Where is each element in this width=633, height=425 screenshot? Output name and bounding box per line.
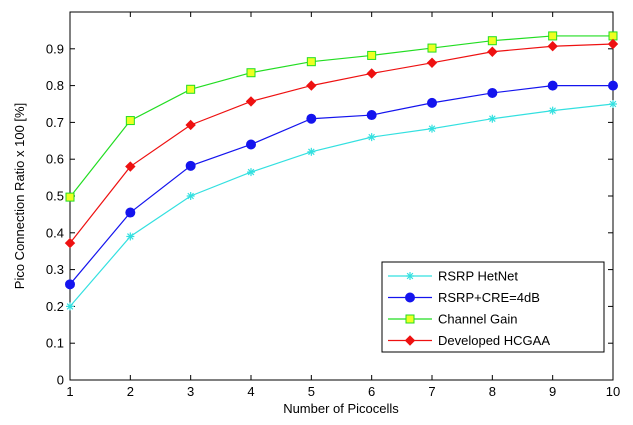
diamond-marker <box>366 68 377 79</box>
y-tick-label: 0.2 <box>46 299 64 314</box>
asterisk-marker <box>428 124 436 133</box>
diamond-marker <box>185 119 196 131</box>
y-axis-label: Pico Connection Ratio x 100 [%] <box>12 103 27 289</box>
asterisk-marker <box>367 133 376 142</box>
y-tick-label: 0.7 <box>46 115 64 130</box>
asterisk-marker <box>488 114 497 123</box>
axis-ticks: 1 2 3 4 5 6 7 8 9 10 0 0.1 0.2 0.3 0.4 0.5 0.6 0.7 0.8 0.9 <box>46 12 620 399</box>
y-tick-label: 0.9 <box>46 41 64 56</box>
square-marker <box>186 84 196 94</box>
square-marker <box>487 36 497 46</box>
x-tick-label: 4 <box>247 384 254 399</box>
asterisk-marker <box>548 106 557 115</box>
circle-marker <box>366 110 377 121</box>
x-tick-label: 3 <box>187 384 194 399</box>
x-tick-label: 5 <box>308 384 315 399</box>
legend-label: Channel Gain <box>438 312 518 327</box>
diamond-marker <box>607 38 619 50</box>
asterisk-marker <box>307 147 316 156</box>
circle-marker <box>405 292 415 303</box>
legend-label: RSRP+CRE=4dB <box>438 290 540 305</box>
square-marker <box>65 192 75 202</box>
x-tick-label: 2 <box>127 384 134 399</box>
circle-marker <box>487 87 498 98</box>
x-tick-label: 9 <box>549 384 556 399</box>
asterisk-marker <box>247 168 255 177</box>
series-line <box>69 43 614 244</box>
diamond-marker <box>404 335 416 346</box>
square-marker <box>246 68 256 78</box>
legend-label: RSRP HetNet <box>438 269 518 284</box>
square-marker <box>306 57 316 67</box>
y-tick-label: 0.4 <box>46 225 64 240</box>
square-marker <box>608 31 618 41</box>
y-tick-label: 0.8 <box>46 78 64 93</box>
diamond-marker <box>245 96 257 107</box>
circle-marker <box>547 80 558 91</box>
series-line <box>69 35 613 198</box>
diamond-marker <box>487 46 498 57</box>
circle-marker <box>427 97 437 108</box>
y-tick-label: 0.1 <box>46 336 64 351</box>
x-tick-label: 8 <box>489 384 496 399</box>
circle-marker <box>185 160 196 171</box>
square-marker <box>367 50 377 60</box>
legend: RSRP HetNet RSRP+CRE=4dB Channel Gain Devel… <box>381 261 605 353</box>
asterisk-marker <box>609 100 617 108</box>
square-marker <box>427 43 437 53</box>
x-tick-label: 1 <box>66 384 73 399</box>
legend-box <box>381 261 605 353</box>
x-tick-label: 7 <box>428 384 435 399</box>
x-tick-label: 10 <box>606 384 620 399</box>
x-axis-label: Number of Picocells <box>283 401 399 416</box>
series-line <box>69 84 613 285</box>
diamond-marker <box>125 161 136 172</box>
square-marker <box>125 116 135 126</box>
circle-marker <box>246 139 256 150</box>
circle-marker <box>65 279 75 290</box>
circle-marker <box>306 113 317 124</box>
asterisk-marker <box>186 192 195 200</box>
asterisk-marker <box>126 232 135 241</box>
y-tick-label: 0.5 <box>46 189 64 204</box>
circle-marker <box>125 207 136 218</box>
x-tick-label: 6 <box>368 384 375 399</box>
y-tick-label: 0.3 <box>46 262 64 277</box>
y-tick-label: 0.6 <box>46 152 64 167</box>
square-marker <box>548 31 558 41</box>
legend-label: Developed HCGAA <box>438 333 550 348</box>
circle-marker <box>608 80 618 91</box>
series-layer <box>64 31 619 311</box>
diamond-marker <box>64 237 76 249</box>
y-tick-label: 0 <box>57 373 64 388</box>
diamond-marker <box>426 57 438 68</box>
asterisk-marker <box>406 272 414 280</box>
square-marker <box>405 314 415 324</box>
asterisk-marker <box>66 302 74 311</box>
diamond-marker <box>547 41 558 52</box>
series-line <box>69 103 614 307</box>
diamond-marker <box>306 80 317 91</box>
